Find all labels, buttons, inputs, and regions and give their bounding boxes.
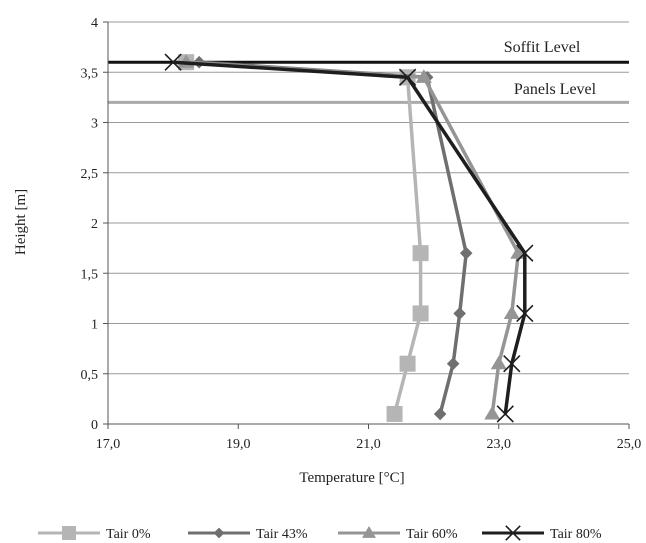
- legend: Tair 0% Tair 43% Tair 60% Tair 80%: [38, 525, 602, 542]
- legend-item-2: Tair 60%: [338, 526, 458, 542]
- series-line: [199, 60, 468, 415]
- marker-stroke: [516, 244, 534, 262]
- series-2: [178, 54, 527, 420]
- data-point: [415, 69, 432, 83]
- legend-item-3: Tair 80%: [482, 525, 602, 542]
- legend-item-1: Tair 43%: [188, 527, 308, 542]
- data-point: [433, 407, 447, 421]
- series-line: [186, 60, 423, 415]
- legend-label: Tair 60%: [406, 527, 458, 542]
- y-tick-label: 2: [91, 217, 98, 232]
- x-tick-label: 19,0: [226, 437, 251, 452]
- soffit-level-label: Soffit Level: [504, 39, 581, 56]
- legend-label: Tair 43%: [256, 527, 308, 542]
- y-tick-label: 1,5: [81, 267, 99, 282]
- data-point: [516, 304, 534, 323]
- y-tick-label: 1: [91, 318, 98, 333]
- data-point: [496, 405, 514, 423]
- y-tick-label: 4: [91, 16, 98, 31]
- data-point: [516, 244, 534, 262]
- data-point: [505, 525, 521, 541]
- series-0: [178, 54, 429, 422]
- marker-stroke: [164, 53, 182, 71]
- data-point: [399, 355, 416, 372]
- data-point: [453, 307, 466, 320]
- marker-stroke: [398, 68, 417, 86]
- data-point: [503, 305, 520, 320]
- data-point: [446, 357, 460, 370]
- y-tick-label: 3,5: [81, 66, 99, 81]
- series-lines: [164, 53, 534, 423]
- series-line: [186, 60, 521, 415]
- x-tick-label: 25,0: [617, 437, 642, 452]
- data-point: [164, 53, 182, 71]
- marker-stroke: [516, 304, 534, 323]
- series-3: [164, 53, 534, 423]
- panels-level-label: Panels Level: [514, 81, 597, 98]
- data-point: [362, 526, 376, 538]
- y-tick-label: 0,5: [81, 368, 99, 383]
- marker-stroke: [505, 525, 521, 541]
- legend-label: Tair 80%: [550, 527, 602, 542]
- marker-stroke: [503, 355, 521, 373]
- y-tick-label: 0: [91, 418, 98, 433]
- data-point: [386, 405, 403, 422]
- tick-labels: 0 0,5 1 1,5 2 2,5 3 3,5 4 17,0 19,0 21,0 23,0 25,0: [81, 16, 642, 452]
- y-tick-label: 3: [91, 117, 98, 132]
- data-point: [412, 245, 429, 262]
- legend-label: Tair 0%: [106, 527, 151, 542]
- data-point: [503, 355, 521, 373]
- series-line: [173, 60, 527, 415]
- x-tick-label: 17,0: [96, 437, 121, 452]
- marker-stroke: [496, 405, 514, 423]
- data-point: [398, 68, 417, 86]
- y-tick-label: 2,5: [81, 167, 99, 182]
- gridlines: [108, 21, 629, 375]
- axes: [103, 21, 630, 429]
- x-axis-label: Temperature [°C]: [299, 470, 404, 486]
- data-point: [62, 526, 76, 540]
- data-point: [459, 246, 473, 260]
- x-tick-label: 21,0: [356, 437, 381, 452]
- x-tick-label: 23,0: [487, 437, 512, 452]
- data-point: [484, 405, 501, 420]
- data-point: [490, 355, 507, 370]
- data-point: [213, 527, 225, 539]
- legend-item-0: Tair 0%: [38, 526, 151, 542]
- data-point: [412, 305, 429, 322]
- y-axis-label: Height [m]: [13, 189, 29, 255]
